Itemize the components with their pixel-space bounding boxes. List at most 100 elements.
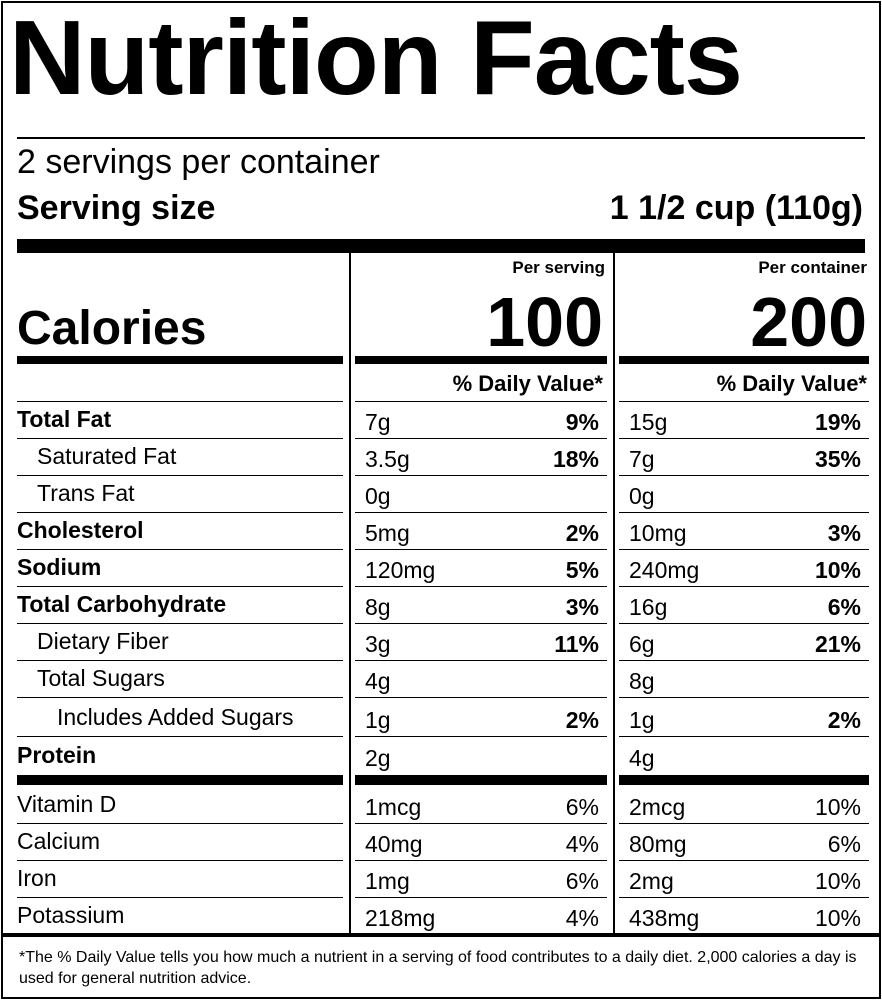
vitamin-row: Potassium 218mg 4% 438mg 10% — [3, 898, 881, 935]
serving-amount: 7g — [365, 409, 391, 435]
container-percent: 10% — [814, 868, 861, 894]
column-separator-right — [613, 253, 615, 933]
nutrient-row: Total Carbohydrate 8g 3% 16g 6% — [3, 587, 881, 624]
container-amount: 4g — [629, 745, 655, 771]
row-divider — [355, 897, 607, 898]
container-amount: 6g — [629, 631, 655, 657]
per-serving-header: Per serving — [512, 258, 605, 277]
nutrient-name: Protein — [17, 742, 97, 768]
container-percent: 10% — [814, 557, 861, 583]
container-amount: 10mg — [629, 520, 687, 546]
nutrient-name: Cholesterol — [17, 517, 144, 543]
nutrient-name: Includes Added Sugars — [57, 704, 294, 730]
nutrient-name: Total Fat — [17, 406, 112, 432]
serving-amount: 8g — [365, 594, 391, 620]
row-divider — [619, 823, 869, 824]
serving-amount: 1mg — [365, 868, 410, 894]
nutrient-name: Trans Fat — [37, 480, 135, 506]
container-amount: 80mg — [629, 831, 687, 857]
row-divider — [619, 623, 869, 624]
vitamin-row: Vitamin D 1mcg 6% 2mcg 10% — [3, 787, 881, 824]
divider-thick — [17, 239, 865, 253]
row-divider — [355, 549, 607, 550]
row-divider — [17, 549, 343, 550]
container-percent: 10% — [814, 794, 861, 820]
serving-percent: 6% — [565, 868, 599, 894]
nutrient-row: Trans Fat 0g 0g — [3, 476, 881, 513]
container-amount: 7g — [629, 446, 655, 472]
label-title: Nutrition Facts — [9, 0, 743, 117]
footnote-divider — [3, 933, 879, 937]
serving-percent: 4% — [565, 905, 599, 931]
nutrient-name: Saturated Fat — [37, 443, 177, 469]
row-divider — [17, 823, 343, 824]
serving-percent: 4% — [565, 831, 599, 857]
footnote: *The % Daily Value tells you how much a … — [19, 949, 857, 987]
serving-percent: 2% — [565, 520, 599, 546]
row-divider — [619, 475, 869, 476]
container-amount: 2mg — [629, 868, 674, 894]
nutrient-row: Cholesterol 5mg 2% 10mg 3% — [3, 513, 881, 550]
header-divider — [619, 401, 869, 402]
serving-amount: 2g — [365, 745, 391, 771]
nutrient-name: Dietary Fiber — [37, 628, 169, 654]
container-percent: 19% — [814, 409, 861, 435]
nutrient-row: Saturated Fat 3.5g 18% 7g 35% — [3, 439, 881, 476]
container-percent: 35% — [814, 446, 861, 472]
serving-percent: 2% — [565, 707, 599, 733]
vitamin-row: Iron 1mg 6% 2mg 10% — [3, 861, 881, 898]
protein-rule-mid — [355, 775, 607, 785]
row-divider — [619, 860, 869, 861]
vitamin-row: Calcium 40mg 4% 80mg 6% — [3, 824, 881, 861]
servings-per-container: 2 servings per container — [17, 143, 380, 181]
calories-rule-mid — [355, 356, 607, 364]
container-percent: 21% — [814, 631, 861, 657]
row-divider — [17, 512, 343, 513]
row-divider — [355, 860, 607, 861]
calories-per-serving: 100 — [486, 283, 603, 361]
serving-size-label: Serving size — [17, 189, 216, 227]
calories-rule-right — [619, 356, 869, 364]
row-divider — [17, 697, 343, 698]
row-divider — [355, 475, 607, 476]
nutrient-row: Protein 2g 4g — [3, 738, 881, 775]
per-container-header: Per container — [758, 258, 867, 277]
row-divider — [17, 586, 343, 587]
container-percent: 6% — [827, 594, 861, 620]
row-divider — [17, 897, 343, 898]
nutrient-name: Calcium — [17, 828, 101, 854]
row-divider — [355, 623, 607, 624]
serving-percent: 9% — [565, 409, 599, 435]
serving-amount: 40mg — [365, 831, 423, 857]
row-divider — [355, 697, 607, 698]
container-percent: 2% — [827, 707, 861, 733]
row-divider — [17, 623, 343, 624]
serving-size-value: 1 1/2 cup (110g) — [609, 189, 863, 227]
nutrient-row: Sodium 120mg 5% 240mg 10% — [3, 550, 881, 587]
row-divider — [17, 438, 343, 439]
calories-per-container: 200 — [750, 283, 867, 361]
daily-value-header-serving: % Daily Value* — [452, 371, 603, 396]
serving-amount: 3g — [365, 631, 391, 657]
row-divider — [619, 736, 869, 737]
row-divider — [17, 860, 343, 861]
daily-value-header-container: % Daily Value* — [716, 371, 867, 396]
nutrient-name: Sodium — [17, 554, 102, 580]
serving-amount: 5mg — [365, 520, 410, 546]
protein-rule-right — [619, 775, 869, 785]
row-divider — [17, 660, 343, 661]
header-divider — [355, 401, 607, 402]
container-amount: 1g — [629, 707, 655, 733]
row-divider — [355, 586, 607, 587]
row-divider — [355, 512, 607, 513]
row-divider — [619, 897, 869, 898]
nutrient-name: Iron — [17, 865, 57, 891]
row-divider — [355, 823, 607, 824]
row-divider — [619, 549, 869, 550]
serving-amount: 218mg — [365, 905, 436, 931]
nutrient-name: Potassium — [17, 902, 125, 928]
serving-percent: 11% — [554, 631, 599, 657]
container-amount: 16g — [629, 594, 668, 620]
serving-amount: 120mg — [365, 557, 436, 583]
row-divider — [355, 660, 607, 661]
